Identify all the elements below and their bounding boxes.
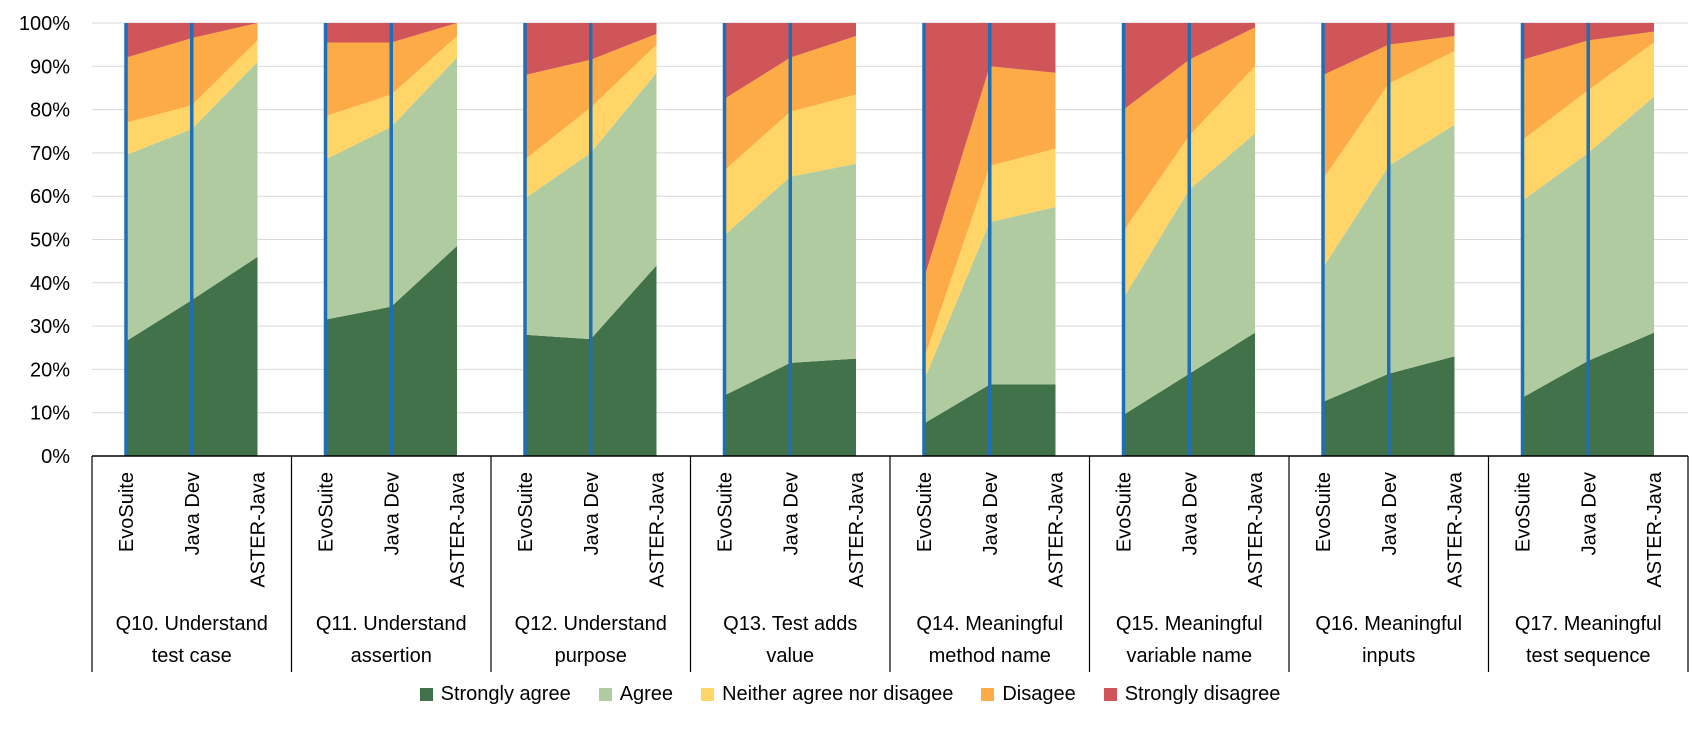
legend-item: Neither agree nor disagee: [701, 683, 953, 706]
group-label: Q13. Test adds: [723, 613, 857, 635]
x-tick-label: Java Dev: [980, 472, 1002, 555]
x-tick-label: Java Dev: [1578, 472, 1600, 555]
area-strongly-disagree: [1123, 23, 1255, 110]
legend-item: Strongly disagree: [1103, 683, 1281, 706]
legend: Strongly agree Agree Neither agree nor dis…: [0, 683, 1700, 706]
x-tick-label: Java Dev: [1179, 472, 1201, 555]
y-tick-label: 60%: [30, 186, 70, 208]
legend-swatch: [1103, 688, 1117, 701]
group-label: test case: [152, 645, 232, 667]
legend-swatch: [419, 688, 433, 701]
y-tick-label: 70%: [30, 143, 70, 165]
legend-label: Agree: [619, 683, 674, 705]
area-strongly-disagree: [1323, 23, 1455, 75]
x-tick-label: EvoSuite: [1313, 472, 1335, 552]
legend-item: Agree: [598, 683, 674, 706]
x-tick-label: ASTER-Java: [1245, 471, 1267, 587]
group-label: Q12. Understand: [515, 613, 667, 635]
group-label: test sequence: [1526, 645, 1651, 667]
legend-label: Strongly disagree: [1124, 683, 1281, 705]
x-tick-label: ASTER-Java: [248, 471, 270, 587]
x-tick-label: ASTER-Java: [1046, 471, 1068, 587]
group-label: Q15. Meaningful: [1116, 613, 1263, 635]
area-strongly-disagree: [924, 23, 1056, 279]
group-label: inputs: [1362, 645, 1415, 667]
group-label: Q11. Understand: [316, 613, 467, 635]
area-strongly-disagree: [724, 23, 856, 99]
x-tick-label: EvoSuite: [914, 472, 936, 552]
x-tick-label: ASTER-Java: [1644, 471, 1666, 587]
x-tick-label: ASTER-Java: [447, 471, 469, 587]
x-tick-label: EvoSuite: [1513, 472, 1535, 552]
legend-item: Disagee: [981, 683, 1076, 706]
x-tick-label: ASTER-Java: [647, 471, 669, 587]
y-tick-label: 40%: [30, 273, 70, 295]
legend-label: Disagee: [1002, 683, 1076, 705]
legend-swatch: [981, 688, 995, 701]
group-label: value: [766, 645, 814, 667]
y-tick-label: 20%: [30, 359, 70, 381]
x-tick-label: EvoSuite: [116, 472, 138, 552]
x-tick-label: EvoSuite: [1114, 472, 1136, 552]
x-tick-label: ASTER-Java: [846, 471, 868, 587]
y-tick-label: 10%: [30, 403, 70, 425]
group-label: assertion: [351, 645, 432, 667]
x-tick-label: Java Dev: [581, 472, 603, 555]
y-tick-label: 100%: [19, 13, 70, 35]
legend-label: Neither agree nor disagee: [722, 683, 954, 705]
y-tick-label: 0%: [41, 446, 70, 468]
area-disagee: [924, 66, 1056, 359]
x-tick-label: Java Dev: [381, 472, 403, 555]
group-label: method name: [929, 645, 1051, 667]
legend-swatch: [598, 688, 612, 701]
legend-label: Strongly agree: [440, 683, 571, 705]
area-neither-agree-nor-disagee: [924, 148, 1056, 381]
legend-item: Strongly agree: [419, 683, 571, 706]
group-label: Q17. Meaningful: [1515, 613, 1662, 635]
group-label: Q10. Understand: [116, 613, 268, 635]
x-tick-label: Java Dev: [182, 472, 204, 555]
x-tick-label: EvoSuite: [316, 472, 338, 552]
y-tick-label: 90%: [30, 56, 70, 78]
area-strongly-disagree: [126, 23, 258, 58]
y-tick-label: 30%: [30, 316, 70, 338]
x-tick-label: EvoSuite: [515, 472, 537, 552]
x-tick-label: Java Dev: [1379, 472, 1401, 555]
area-neither-agree-nor-disagee: [126, 40, 258, 156]
group-label: Q14. Meaningful: [916, 613, 1063, 635]
legend-swatch: [701, 688, 715, 701]
area-disagee: [1323, 35, 1455, 179]
y-tick-label: 50%: [30, 230, 70, 252]
x-tick-label: Java Dev: [780, 472, 802, 555]
group-label: variable name: [1126, 645, 1252, 667]
y-tick-label: 80%: [30, 100, 70, 122]
area-strongly-disagree: [1522, 23, 1654, 60]
x-tick-label: EvoSuite: [715, 472, 737, 552]
group-label: purpose: [555, 645, 627, 667]
group-label: Q16. Meaningful: [1315, 613, 1462, 635]
x-tick-label: ASTER-Java: [1445, 471, 1467, 587]
